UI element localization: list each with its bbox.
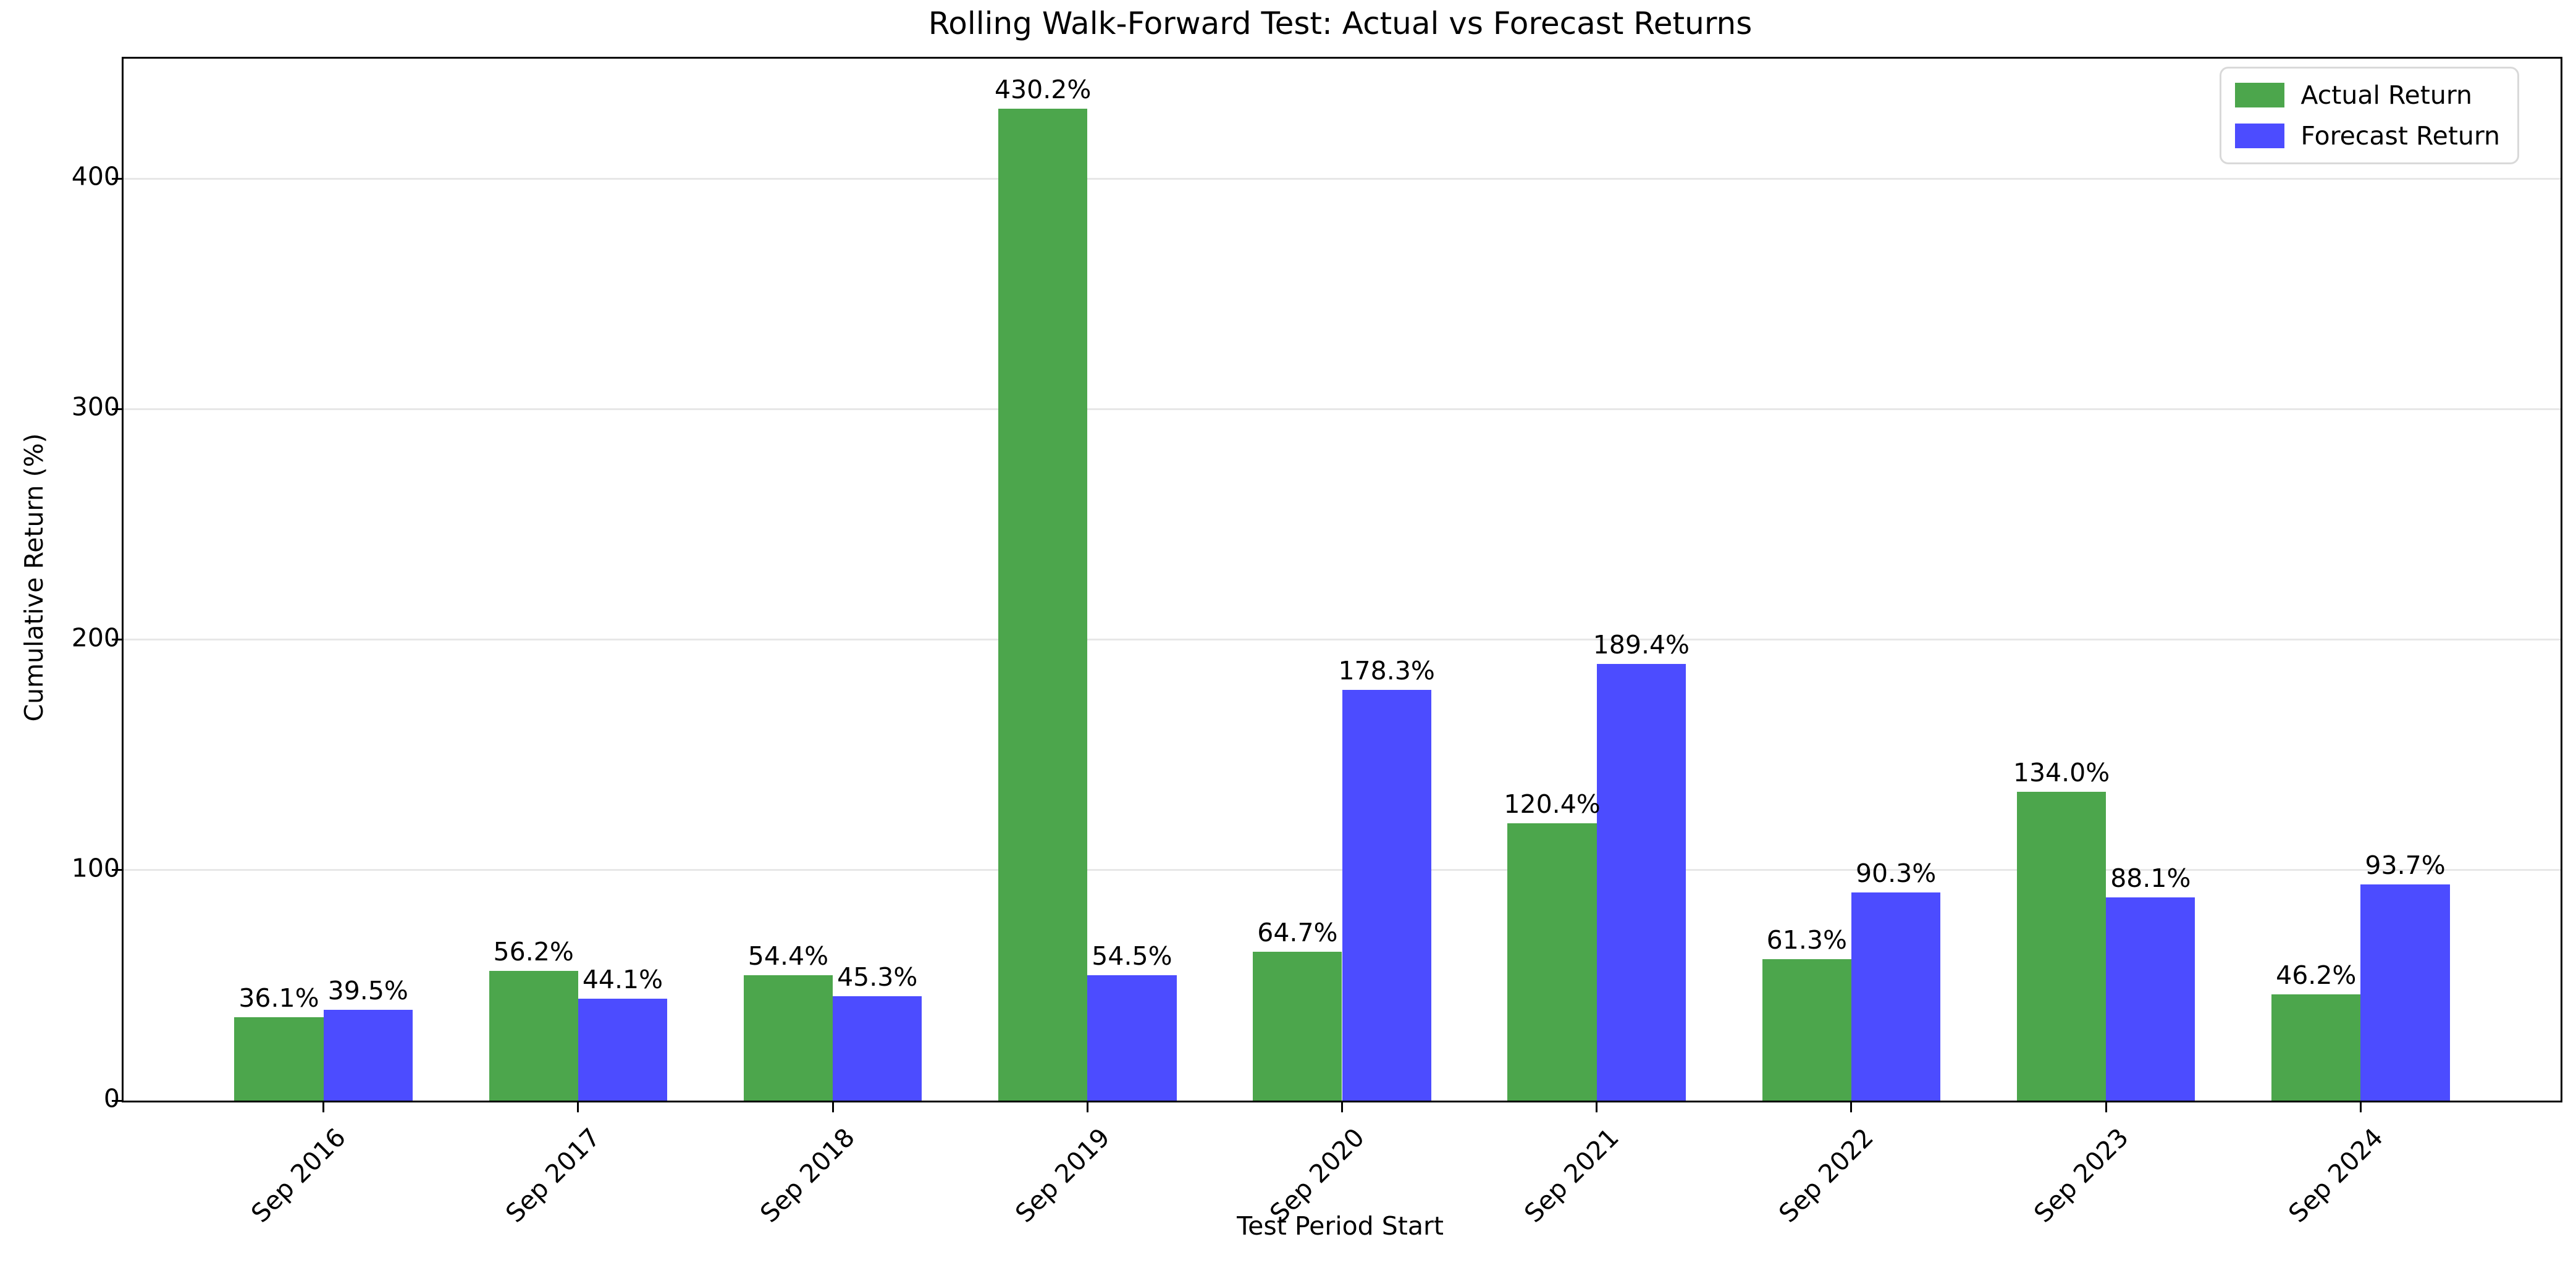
- bar-value-label: 134.0%: [2013, 757, 2110, 787]
- bar-actual-sep-2017: [489, 971, 578, 1101]
- bar-forecast-sep-2022: [1851, 892, 1941, 1101]
- bar-actual-sep-2020: [1253, 951, 1342, 1101]
- y-tick-mark-100: [112, 869, 122, 871]
- chart-title: Rolling Walk-Forward Test: Actual vs For…: [928, 6, 1753, 41]
- bar-actual-sep-2023: [2016, 791, 2107, 1101]
- x-tick-mark-6: [1850, 1102, 1853, 1112]
- bar-value-label: 54.4%: [747, 941, 829, 971]
- y-tick-label-0: 0: [103, 1083, 120, 1114]
- bar-value-label: 189.4%: [1593, 630, 1690, 660]
- bar-value-label: 93.7%: [2365, 850, 2446, 881]
- bar-value-label: 90.3%: [1855, 858, 1937, 888]
- legend-label-forecast: Forecast Return: [2300, 121, 2500, 151]
- bar-forecast-sep-2018: [833, 996, 922, 1101]
- bar-forecast-sep-2021: [1596, 664, 1686, 1101]
- bar-actual-sep-2021: [1507, 823, 1597, 1101]
- bar-actual-sep-2022: [1762, 959, 1851, 1101]
- legend-label-actual: Actual Return: [2300, 80, 2472, 110]
- bar-forecast-sep-2024: [2360, 884, 2450, 1101]
- bar-value-label: 44.1%: [582, 965, 663, 995]
- y-tick-mark-0: [112, 1099, 122, 1102]
- bar-value-label: 36.1%: [238, 983, 319, 1014]
- y-tick-mark-200: [112, 639, 122, 641]
- bar-value-label: 120.4%: [1504, 789, 1601, 819]
- bar-value-label: 88.1%: [2110, 863, 2191, 894]
- legend-entry-actual: Actual Return: [2235, 80, 2500, 111]
- actual-return-swatch: [2235, 83, 2285, 107]
- bar-actual-sep-2016: [234, 1017, 324, 1101]
- x-tick-mark-3: [1086, 1102, 1088, 1112]
- bar-value-label: 61.3%: [1766, 925, 1847, 955]
- bar-value-label: 46.2%: [2276, 960, 2357, 990]
- y-tick-label-100: 100: [71, 853, 120, 883]
- bar-forecast-sep-2023: [2106, 897, 2195, 1101]
- bar-value-label: 56.2%: [493, 937, 574, 967]
- x-axis-title: Test Period Start: [1237, 1211, 1444, 1241]
- x-tick-mark-0: [322, 1102, 325, 1112]
- bar-value-label: 64.7%: [1257, 917, 1338, 947]
- x-tick-mark-8: [2359, 1102, 2362, 1112]
- bar-forecast-sep-2019: [1087, 975, 1177, 1101]
- x-tick-mark-5: [1596, 1102, 1598, 1112]
- plot-area: 36.1% 39.5% 56.2% 44.1% 54.4% 45.3% 430.2% 54.5…: [112, 57, 2562, 1112]
- gridline-400: [124, 177, 2561, 180]
- bar-value-label: 430.2%: [994, 75, 1092, 105]
- forecast-return-swatch: [2235, 124, 2285, 148]
- x-tick-mark-2: [831, 1102, 834, 1112]
- y-tick-label-300: 300: [71, 392, 120, 422]
- bar-forecast-sep-2020: [1342, 689, 1431, 1101]
- y-tick-label-200: 200: [71, 623, 120, 653]
- bar-actual-sep-2024: [2271, 994, 2361, 1101]
- bar-actual-sep-2018: [743, 975, 833, 1101]
- y-axis-title: Cumulative Return (%): [19, 433, 49, 722]
- bar-forecast-sep-2017: [578, 999, 668, 1101]
- gridline-300: [124, 408, 2561, 410]
- x-tick-mark-7: [2105, 1102, 2107, 1112]
- legend: Actual Return Forecast Return: [2220, 67, 2519, 164]
- x-tick-mark-4: [1341, 1102, 1343, 1112]
- bar-value-label: 54.5%: [1092, 941, 1172, 971]
- x-tick-mark-1: [577, 1102, 579, 1112]
- y-tick-label-400: 400: [71, 161, 120, 191]
- bar-value-label: 39.5%: [327, 975, 408, 1005]
- legend-entry-forecast: Forecast Return: [2235, 120, 2500, 151]
- y-tick-mark-400: [112, 177, 122, 180]
- bar-value-label: 178.3%: [1338, 655, 1435, 686]
- bar-forecast-sep-2016: [323, 1009, 413, 1101]
- bar-actual-sep-2019: [998, 109, 1088, 1101]
- y-tick-mark-300: [112, 408, 122, 410]
- gridline-200: [124, 639, 2561, 641]
- bar-value-label: 45.3%: [837, 962, 918, 992]
